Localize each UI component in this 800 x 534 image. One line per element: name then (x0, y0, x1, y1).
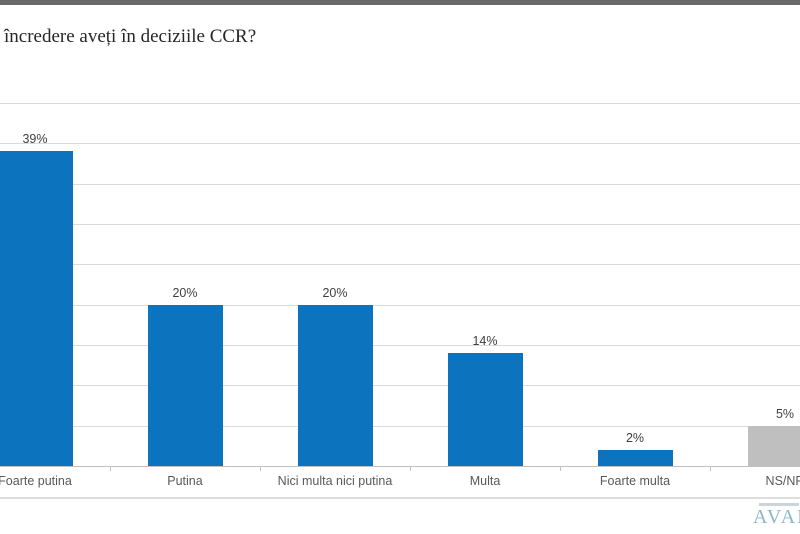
gridline (0, 183, 800, 185)
category-label: Foarte multa (599, 474, 671, 488)
chart-title: încredere aveți în deciziile CCR? (4, 26, 257, 47)
category-label: Putina (167, 474, 203, 488)
axis-tick (260, 466, 261, 471)
axis-tick (710, 466, 711, 471)
bar (747, 425, 800, 466)
bar-value-label: 20% (172, 285, 198, 300)
bar (297, 304, 373, 466)
x-axis-line (0, 466, 800, 467)
gridline (0, 103, 800, 104)
bar-value-label: 2% (625, 430, 645, 445)
category-label: Multa (469, 474, 501, 488)
logo-text: AVAN (753, 506, 800, 528)
bar-value-label: 20% (322, 285, 348, 300)
gridline (0, 224, 800, 225)
footer-divider (0, 497, 800, 499)
bar (0, 151, 73, 466)
bar-value-label: 14% (472, 334, 498, 349)
axis-tick (560, 466, 561, 471)
bar (597, 449, 673, 466)
gridline (0, 304, 800, 306)
axis-tick (110, 466, 111, 471)
bar-value-label: 5% (775, 406, 795, 421)
top-accent-bar (0, 0, 800, 5)
brand-logo: AVAN (753, 499, 800, 531)
axis-tick (410, 466, 411, 471)
gridline (0, 425, 800, 427)
gridline (0, 264, 800, 266)
bar (147, 304, 223, 466)
bar-value-label: 39% (22, 132, 48, 147)
category-label: Nici multa nici putina (277, 474, 393, 488)
gridline (0, 143, 800, 145)
category-label: Foarte putina (0, 474, 72, 488)
logo-tagline (759, 503, 799, 506)
bar (447, 353, 523, 466)
gridline (0, 345, 800, 346)
gridline (0, 385, 800, 387)
category-label: NS/NR (765, 474, 800, 488)
